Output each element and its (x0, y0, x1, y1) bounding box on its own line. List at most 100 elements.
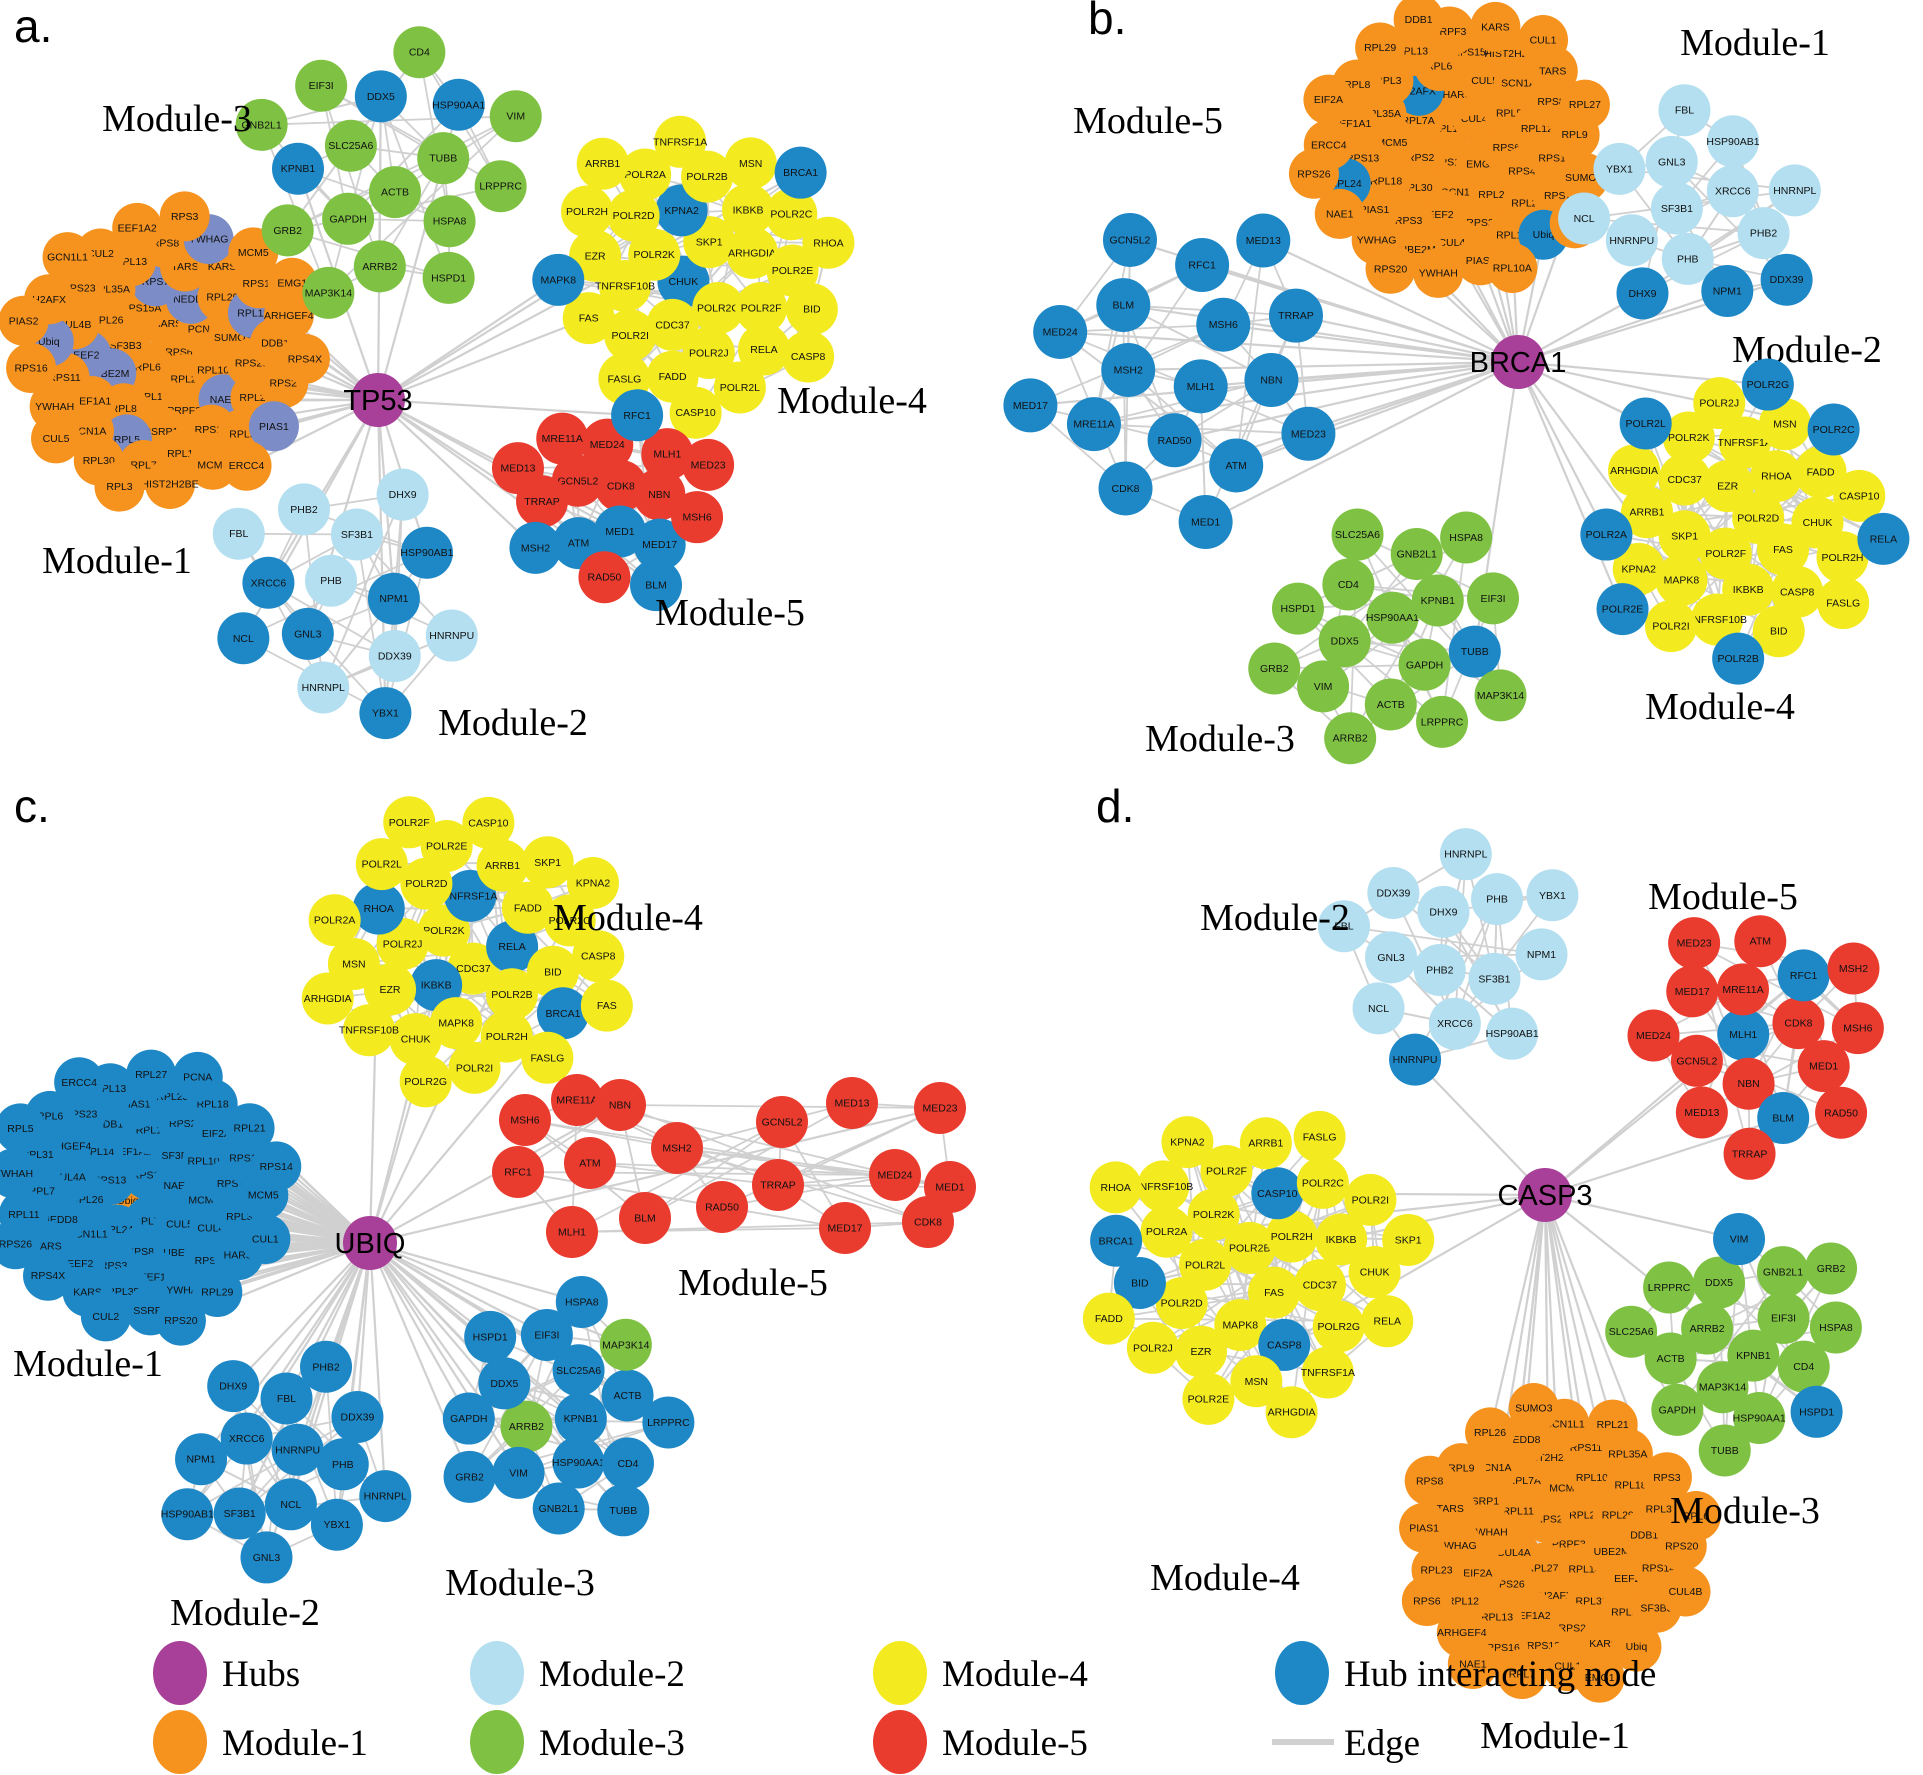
node-RPL27[interactable] (1559, 79, 1610, 130)
node-RAD50[interactable] (696, 1181, 748, 1233)
node-POLR2J[interactable] (1126, 1321, 1179, 1374)
node-HSP90AB1[interactable] (161, 1488, 214, 1541)
node-LRPPRC[interactable] (1416, 695, 1469, 748)
node-HSPD1[interactable] (1271, 582, 1324, 635)
node-RFC1[interactable] (1175, 238, 1230, 293)
node-NCL[interactable] (1558, 192, 1611, 245)
node-HSPA8[interactable] (1440, 511, 1493, 564)
node-FBL[interactable] (212, 507, 265, 560)
node-KARS[interactable] (1470, 1, 1521, 52)
node-CDC37[interactable] (1658, 453, 1711, 506)
node-HSP90AA1[interactable] (1366, 591, 1419, 644)
node-MED24[interactable] (1033, 304, 1088, 359)
node-DDX5[interactable] (354, 70, 407, 123)
node-RPL27[interactable] (126, 1049, 177, 1100)
node-GAPDH[interactable] (1398, 638, 1451, 691)
node-RPS14[interactable] (251, 1141, 302, 1192)
node-ARRB1[interactable] (1239, 1117, 1292, 1170)
node-POLR2I[interactable] (604, 309, 657, 362)
node-RELA[interactable] (737, 323, 790, 376)
node-GCN1L1[interactable] (42, 232, 93, 283)
node-NAE1[interactable] (1314, 188, 1365, 239)
node-MAPK8[interactable] (1214, 1298, 1267, 1351)
node-TNFRSF10B[interactable] (342, 1004, 395, 1057)
node-ARRB1[interactable] (576, 137, 629, 190)
node-CD4[interactable] (393, 26, 446, 79)
node-CASP8[interactable] (572, 930, 625, 983)
node-POLR2B[interactable] (1223, 1221, 1276, 1274)
node-LRPPRC[interactable] (1643, 1261, 1696, 1314)
node-POLR2C[interactable] (1296, 1156, 1349, 1209)
node-RPS4X[interactable] (279, 333, 330, 384)
node-MED23[interactable] (682, 438, 735, 491)
node-YBX1[interactable] (1526, 869, 1579, 922)
node-MAP3K14[interactable] (1696, 1361, 1749, 1414)
node-BRCA1[interactable] (536, 987, 589, 1040)
node-HSPD1[interactable] (1790, 1385, 1843, 1438)
node-RFC1[interactable] (492, 1146, 544, 1198)
node-POLR2H[interactable] (561, 185, 614, 238)
node-NBN[interactable] (594, 1079, 646, 1131)
node-POLR2F[interactable] (1200, 1144, 1253, 1197)
node-CASP8[interactable] (1258, 1318, 1311, 1371)
node-BID[interactable] (1752, 605, 1805, 658)
node-TRRAP[interactable] (1723, 1127, 1776, 1180)
node-CD4[interactable] (601, 1437, 654, 1490)
node-BLM[interactable] (630, 559, 683, 612)
node-POLR2L[interactable] (355, 838, 408, 891)
node-RHOA[interactable] (352, 882, 405, 935)
hub-CASP3[interactable] (1518, 1168, 1572, 1222)
node-EIF3I[interactable] (520, 1308, 573, 1361)
node-CUL2[interactable] (80, 1291, 131, 1342)
node-MRE11A[interactable] (1716, 963, 1769, 1016)
node-ARRB1[interactable] (476, 839, 529, 892)
node-RAD50[interactable] (1147, 413, 1202, 468)
node-EIF3I[interactable] (295, 59, 348, 112)
node-LRPPRC[interactable] (642, 1396, 695, 1449)
node-KPNB1[interactable] (554, 1392, 607, 1445)
node-BID[interactable] (526, 945, 579, 998)
node-KPNA2[interactable] (1161, 1116, 1214, 1169)
node-FADD[interactable] (1082, 1292, 1135, 1345)
node-RHOA[interactable] (1750, 450, 1803, 503)
node-RPL5[interactable] (0, 1103, 46, 1154)
node-RPS26[interactable] (1288, 148, 1339, 199)
hub-BRCA1[interactable] (1491, 335, 1545, 389)
node-SLC25A6[interactable] (1605, 1305, 1658, 1358)
node-DHX9[interactable] (1417, 885, 1470, 938)
node-EIF2A[interactable] (1303, 74, 1354, 125)
node-SF3B1[interactable] (1650, 182, 1703, 235)
node-ATM[interactable] (1734, 915, 1787, 968)
node-ARRB2[interactable] (1324, 712, 1377, 765)
node-RPS3[interactable] (1641, 1452, 1692, 1503)
node-RPS20[interactable] (155, 1295, 206, 1346)
node-BRCA1[interactable] (1090, 1214, 1143, 1267)
node-BLM[interactable] (1757, 1092, 1810, 1145)
node-PIAS2[interactable] (0, 295, 49, 346)
node-HNRNPU[interactable] (1605, 214, 1658, 267)
node-RPL21[interactable] (1587, 1399, 1638, 1450)
node-MAP3K14[interactable] (1474, 669, 1527, 722)
node-RPS16[interactable] (6, 343, 57, 394)
node-POLR2A[interactable] (619, 148, 672, 201)
node-ARHGDIA[interactable] (725, 226, 778, 279)
node-POLR2E[interactable] (1596, 583, 1649, 636)
node-VIM[interactable] (1297, 660, 1350, 713)
node-NBN[interactable] (633, 468, 686, 521)
node-ERCC4[interactable] (221, 440, 272, 491)
node-TRRAP[interactable] (752, 1159, 804, 1211)
node-RELA[interactable] (1361, 1295, 1414, 1348)
node-KPNA2[interactable] (1612, 542, 1665, 595)
node-GCN5L2[interactable] (756, 1096, 808, 1148)
node-HSP90AB1[interactable] (400, 526, 453, 579)
node-MED23[interactable] (914, 1082, 966, 1134)
node-HNRNPL[interactable] (297, 661, 350, 714)
node-MED13[interactable] (1236, 213, 1291, 268)
node-MSH6[interactable] (1196, 297, 1251, 352)
node-PHB2[interactable] (277, 483, 330, 536)
node-POLR2A[interactable] (1140, 1205, 1193, 1258)
node-SLC25A6[interactable] (552, 1344, 605, 1397)
node-POLR2K[interactable] (1662, 411, 1715, 464)
node-NPM1[interactable] (1701, 264, 1754, 317)
node-CUL1[interactable] (240, 1214, 291, 1265)
